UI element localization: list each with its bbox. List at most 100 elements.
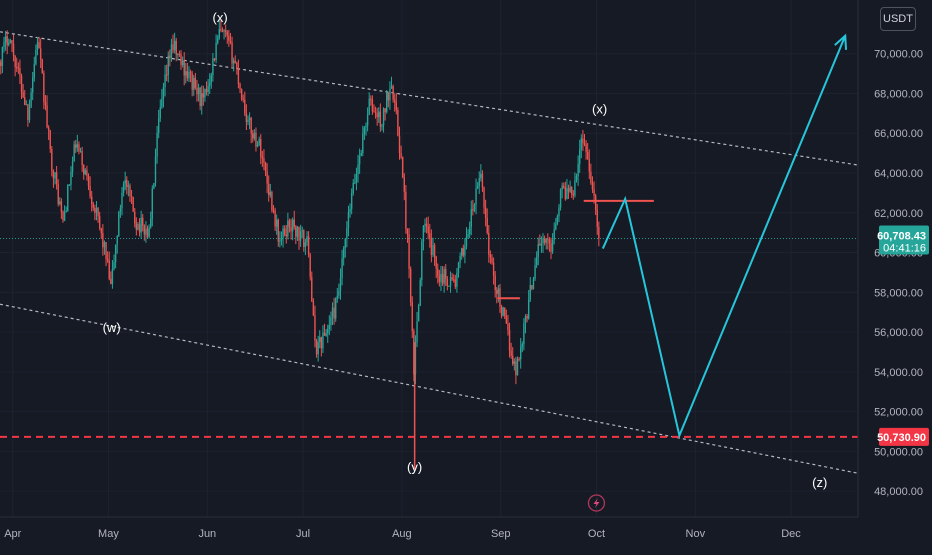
candle-body xyxy=(497,288,500,294)
candle-body xyxy=(35,49,37,65)
candle-body xyxy=(374,112,377,114)
candle-body xyxy=(274,210,276,227)
candle-body xyxy=(250,117,252,134)
candle-body xyxy=(33,64,35,78)
candle-body xyxy=(132,196,134,212)
candle-body xyxy=(252,133,254,139)
candle-body xyxy=(320,337,323,349)
candle-body xyxy=(531,285,533,289)
wave-label: (x) xyxy=(212,10,227,25)
candle-body xyxy=(529,285,531,300)
candle-body xyxy=(1,47,4,66)
candle-body xyxy=(551,239,554,252)
candle-body xyxy=(547,238,549,240)
candle-body xyxy=(151,188,154,219)
candle-body xyxy=(113,262,115,269)
candle-body xyxy=(571,187,573,195)
candle-body xyxy=(79,151,82,153)
candle-body xyxy=(71,161,74,172)
x-tick-label: Nov xyxy=(686,528,706,540)
candle-body xyxy=(301,230,303,232)
candle-body xyxy=(574,180,576,196)
candle-body xyxy=(339,277,342,292)
candle-body xyxy=(462,248,464,256)
candle-body xyxy=(397,109,399,136)
candle-body xyxy=(106,259,109,261)
candle-body xyxy=(360,153,362,157)
candle-body xyxy=(84,170,87,175)
candle-body xyxy=(394,99,396,103)
candle-body xyxy=(540,243,543,246)
candle-body xyxy=(575,176,578,181)
candle-body xyxy=(9,40,12,43)
candle-body xyxy=(500,306,503,316)
candle-body xyxy=(183,60,185,76)
candle-body xyxy=(365,125,367,128)
candle-body xyxy=(424,223,426,226)
candle-body xyxy=(148,227,150,237)
candle-body xyxy=(27,104,29,121)
candle-body xyxy=(283,228,286,235)
candle-body xyxy=(512,355,514,364)
candle-body xyxy=(244,99,246,114)
candle-body xyxy=(594,195,597,211)
candle-body xyxy=(586,151,589,160)
candle-body xyxy=(491,257,493,263)
candle-body xyxy=(103,242,106,248)
candle-body xyxy=(373,111,375,113)
y-tick-label: 54,000.00 xyxy=(874,367,923,379)
candle-body xyxy=(269,192,272,196)
candle-body xyxy=(52,170,55,179)
candle-body xyxy=(378,111,380,118)
candle-body xyxy=(3,42,5,48)
candle-body xyxy=(347,212,350,229)
candle-body xyxy=(124,179,126,184)
candle-body xyxy=(202,93,205,98)
candle-body xyxy=(331,307,334,318)
candle-body xyxy=(484,207,487,218)
candle-body xyxy=(287,220,289,237)
candle-body xyxy=(335,298,337,319)
candle-body xyxy=(478,178,480,187)
currency-button[interactable]: USDT xyxy=(880,7,916,31)
candle-body xyxy=(255,132,257,147)
candle-body xyxy=(398,135,401,153)
candle-body xyxy=(279,240,281,242)
candle-body xyxy=(406,228,409,235)
candle-body xyxy=(416,321,418,343)
candle-body xyxy=(344,238,346,249)
candle-body xyxy=(240,89,243,99)
candle-body xyxy=(193,77,195,90)
candle-body xyxy=(248,117,251,121)
candle-body xyxy=(24,97,26,105)
candle-body xyxy=(28,107,31,121)
candle-body xyxy=(78,144,80,152)
candle-body xyxy=(338,291,340,296)
candle-body xyxy=(596,210,598,227)
candle-body xyxy=(43,73,45,103)
candle-body xyxy=(38,42,40,49)
lightning-icon[interactable] xyxy=(587,494,606,512)
candle-body xyxy=(504,307,506,317)
candle-body xyxy=(507,323,509,330)
candle-body xyxy=(140,217,142,233)
candle-body xyxy=(256,145,259,147)
y-tick-label: 66,000.00 xyxy=(874,128,923,140)
candle-body xyxy=(59,201,61,205)
candle-body xyxy=(229,40,232,43)
candle-body xyxy=(268,183,270,196)
candle-body xyxy=(459,256,461,263)
candle-body xyxy=(25,104,28,106)
candle-body xyxy=(548,239,551,244)
channel-line-lower xyxy=(0,303,859,474)
candle-body xyxy=(579,149,581,165)
candle-body xyxy=(591,182,594,190)
candle-body xyxy=(585,144,587,152)
candle-body xyxy=(285,234,287,237)
candle-body xyxy=(177,53,179,55)
candle-body xyxy=(515,361,517,376)
candle-body xyxy=(556,216,559,225)
candle-body xyxy=(405,191,407,229)
